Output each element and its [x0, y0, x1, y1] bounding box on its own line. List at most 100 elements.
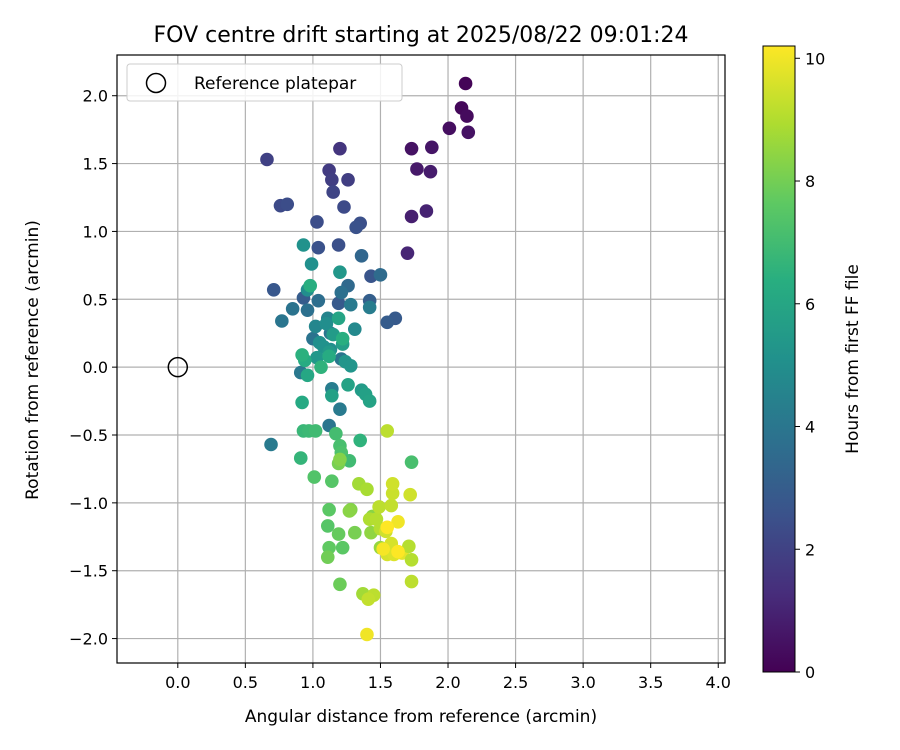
- x-axis-label: Angular distance from reference (arcmin): [245, 707, 597, 727]
- data-point: [320, 550, 335, 564]
- y-tick-label: −0.5: [69, 426, 108, 445]
- y-tick-label: 2.0: [83, 87, 108, 106]
- data-point: [304, 257, 319, 271]
- data-point: [333, 452, 347, 467]
- data-point: [341, 377, 355, 392]
- data-point: [311, 240, 326, 255]
- data-point: [461, 125, 476, 140]
- colorbar: 0 2 4 6 8 10 Hours from first FF file: [762, 45, 863, 682]
- data-point: [260, 152, 274, 167]
- data-point: [342, 504, 357, 518]
- x-tick-label: 0.5: [233, 673, 258, 692]
- data-point: [391, 544, 405, 559]
- data-point: [334, 285, 349, 300]
- data-point: [380, 315, 395, 330]
- y-tick-label: 0.5: [83, 290, 108, 309]
- data-point: [425, 140, 439, 155]
- y-tick-label: −2.0: [69, 630, 108, 649]
- data-point: [354, 249, 369, 263]
- data-point: [419, 204, 434, 218]
- colorbar-tick-label: 0: [805, 663, 815, 682]
- data-point: [325, 474, 339, 488]
- colorbar-gradient: [762, 45, 796, 673]
- data-point: [320, 519, 335, 533]
- chart-title: FOV centre drift starting at 2025/08/22 …: [154, 23, 689, 48]
- data-point: [300, 368, 315, 383]
- data-point: [353, 433, 368, 448]
- data-point: [335, 331, 350, 346]
- data-point: [380, 424, 395, 438]
- data-point: [333, 141, 347, 156]
- data-point: [404, 574, 419, 589]
- colorbar-tick-label: 8: [805, 172, 815, 191]
- data-point: [335, 540, 350, 555]
- data-point: [403, 487, 417, 502]
- colorbar-tick-label: 10: [805, 49, 825, 68]
- data-point: [310, 215, 324, 229]
- data-points: [260, 76, 476, 642]
- data-point: [385, 477, 400, 491]
- data-point: [372, 500, 386, 514]
- data-point: [266, 282, 281, 297]
- colorbar-tick-label: 4: [805, 418, 815, 437]
- data-point: [329, 426, 343, 441]
- colorbar-tick-label: 6: [805, 295, 815, 314]
- data-point: [360, 482, 374, 497]
- data-point: [404, 209, 419, 224]
- data-point: [404, 553, 419, 567]
- data-point: [285, 301, 300, 316]
- y-tick-label: 1.5: [83, 155, 108, 174]
- data-point: [360, 627, 374, 642]
- x-tick-label: 4.0: [706, 673, 731, 692]
- data-point: [275, 314, 289, 328]
- data-point: [264, 437, 278, 452]
- data-point: [341, 173, 355, 187]
- data-point: [295, 348, 309, 362]
- data-point: [303, 278, 318, 293]
- data-point: [308, 424, 323, 438]
- data-point: [423, 164, 438, 179]
- data-point: [404, 455, 419, 469]
- data-point: [362, 300, 377, 315]
- data-point: [337, 200, 351, 214]
- plot-area-frame: [116, 54, 726, 664]
- data-point: [402, 539, 416, 554]
- data-point: [347, 322, 362, 336]
- colorbar-tick-label: 2: [805, 540, 815, 559]
- data-point: [331, 527, 346, 541]
- data-point: [349, 220, 363, 235]
- data-point: [322, 502, 336, 517]
- colorbar-ticks: 0 2 4 6 8 10: [795, 49, 825, 682]
- legend-marker: [145, 72, 167, 94]
- data-point: [331, 238, 346, 252]
- y-axis-label: Rotation from reference (arcmin): [23, 220, 43, 500]
- data-point: [280, 197, 295, 212]
- data-point: [343, 358, 358, 373]
- y-tick-label: −1.5: [69, 562, 108, 581]
- data-point: [296, 238, 311, 252]
- x-tick-label: 1.5: [368, 673, 393, 692]
- x-tick-label: 3.0: [570, 673, 595, 692]
- grid-lines: [117, 55, 725, 663]
- data-point: [325, 388, 339, 403]
- data-point: [311, 293, 326, 308]
- data-point: [333, 265, 347, 279]
- data-point: [319, 316, 334, 331]
- data-point: [308, 319, 323, 334]
- legend-entry-label: Reference platepar: [194, 74, 356, 94]
- x-axis-ticks: 0.0 0.5 1.0 1.5 2.0 2.5 3.0 3.5 4.0: [165, 663, 731, 692]
- data-point: [333, 402, 347, 417]
- data-point: [442, 121, 457, 136]
- data-point: [384, 498, 399, 513]
- data-point: [458, 76, 473, 91]
- data-point: [322, 349, 336, 364]
- legend-box: [126, 63, 403, 102]
- data-point: [385, 486, 400, 501]
- data-point: [333, 577, 347, 592]
- data-point: [343, 297, 358, 312]
- data-point: [347, 525, 362, 540]
- x-tick-label: 1.0: [300, 673, 325, 692]
- y-tick-label: −1.0: [69, 494, 108, 513]
- data-point: [460, 109, 474, 123]
